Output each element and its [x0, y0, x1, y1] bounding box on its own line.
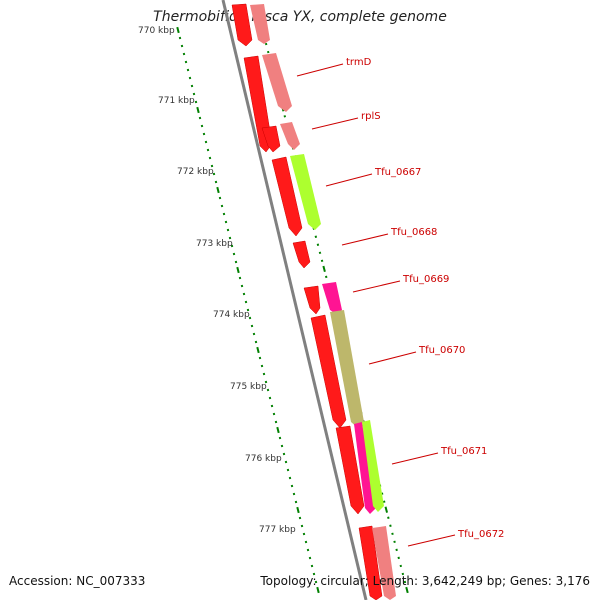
leader-Tfu_0672	[407, 534, 456, 547]
gene-label-Tfu_0671[interactable]: Tfu_0671	[440, 446, 487, 457]
leader-Tfu_0671	[391, 452, 439, 465]
gene-feature-Tfu_0670	[330, 310, 364, 428]
kbp-label-777: 777 kbp	[259, 525, 296, 535]
gene-label-rplS[interactable]: rplS	[361, 111, 381, 122]
kbp-label-770: 770 kbp	[138, 26, 175, 36]
cds-arrow-4	[271, 156, 303, 237]
gene-feature-rplS	[280, 122, 300, 150]
gene-label-Tfu_0670[interactable]: Tfu_0670	[418, 345, 465, 356]
inner-scale-tick-30	[236, 266, 240, 274]
gene-feature-Tfu_0667	[290, 154, 321, 230]
leader-Tfu_0670	[368, 351, 417, 365]
cds-arrow-8	[335, 425, 365, 515]
inner-scale-tick-40	[256, 346, 260, 354]
gene-feature-Tfu_0672	[372, 526, 396, 600]
gene-label-Tfu_0667[interactable]: Tfu_0667	[374, 167, 421, 178]
leader-Tfu_0669	[352, 280, 401, 293]
kbp-label-776: 776 kbp	[245, 454, 282, 464]
gene-feature-top	[250, 4, 270, 44]
outer-scale-tick-60	[384, 506, 389, 513]
inner-scale-tick-70	[316, 586, 320, 594]
genome-backbone	[221, 0, 368, 600]
cds-arrow-9	[358, 525, 383, 600]
gene-feature-Tfu_0671-a	[354, 422, 376, 514]
leader-trmD	[296, 63, 344, 77]
gene-label-Tfu_0672[interactable]: Tfu_0672	[457, 529, 504, 540]
leader-Tfu_0667	[325, 173, 373, 187]
kbp-label-775: 775 kbp	[230, 382, 267, 392]
cds-arrow-3	[261, 125, 281, 153]
cds-arrow-7	[310, 314, 347, 429]
gene-feature-trmD	[262, 53, 292, 112]
kbp-label-772: 772 kbp	[177, 167, 214, 177]
kbp-label-773: 773 kbp	[196, 239, 233, 249]
inner-scale-tick-50	[276, 426, 280, 434]
accession-label: Accession: NC_007333	[9, 574, 146, 588]
inner-scale-tick-60	[296, 506, 300, 514]
gene-label-trmD[interactable]: trmD	[346, 57, 372, 68]
cds-arrow-5	[292, 240, 311, 269]
inner-scale-tick-0	[176, 26, 180, 34]
kbp-label-771: 771 kbp	[158, 96, 195, 106]
outer-scale-tick-30	[322, 265, 326, 273]
gene-feature-Tfu_0669	[322, 282, 342, 314]
leader-rplS	[311, 117, 359, 130]
outer-scale-tick-70	[405, 586, 409, 594]
cds-arrow-6	[303, 285, 321, 315]
inner-scale-tick-20	[216, 186, 220, 194]
inner-scale-tick-10	[196, 106, 200, 114]
cds-arrow-1	[231, 3, 253, 47]
gene-label-Tfu_0668[interactable]: Tfu_0668	[390, 227, 437, 238]
kbp-label-774: 774 kbp	[213, 310, 250, 320]
gene-feature-Tfu_0671-b	[362, 420, 384, 512]
gene-label-Tfu_0669[interactable]: Tfu_0669	[402, 274, 449, 285]
inner-scale-ticks	[176, 26, 320, 594]
leader-Tfu_0668	[341, 233, 389, 246]
genome-info-label: Topology: circular; Length: 3,642,249 bp…	[260, 574, 590, 588]
